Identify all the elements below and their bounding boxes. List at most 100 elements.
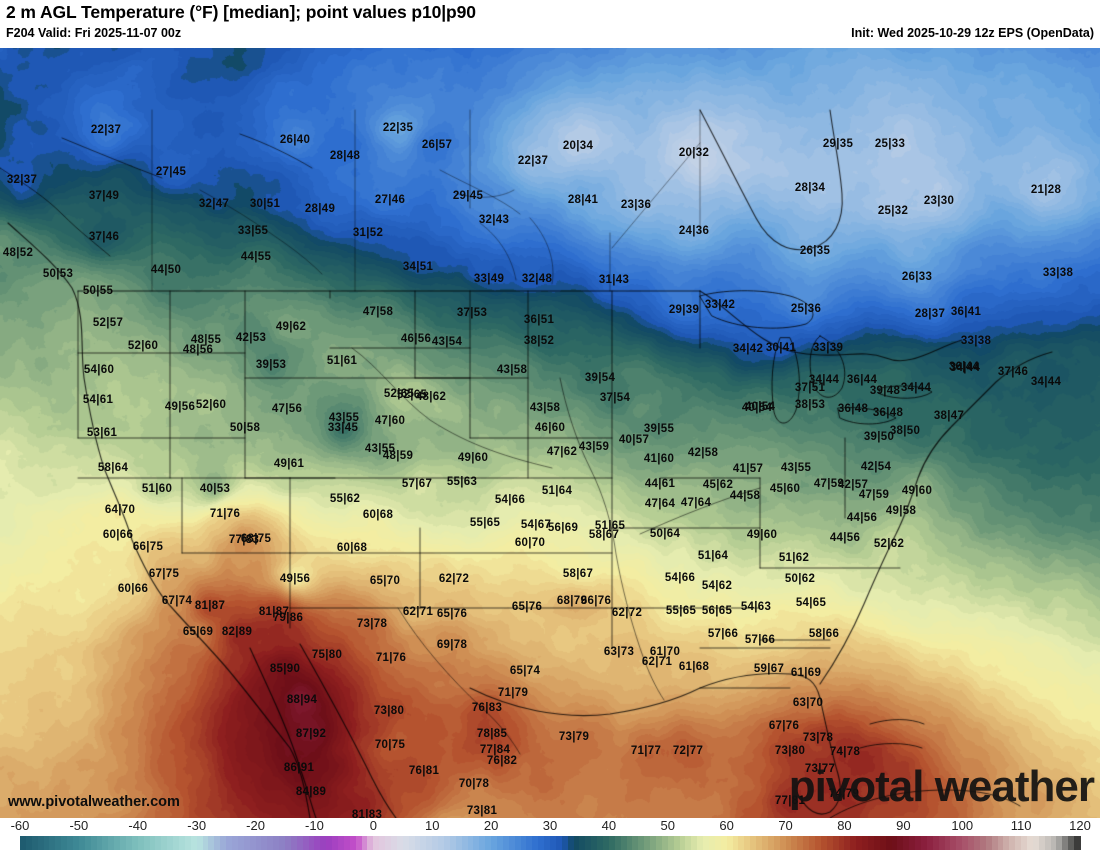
point-value-label: 82|89 xyxy=(221,626,253,638)
colorbar-segment xyxy=(726,836,734,850)
point-value-label: 39|54 xyxy=(584,372,616,384)
colorbar-segment xyxy=(1074,836,1081,850)
point-value-label: 40|54 xyxy=(741,402,773,414)
point-value-label: 29|45 xyxy=(452,190,484,202)
point-value-label: 28|41 xyxy=(567,194,599,206)
point-value-label: 36|41 xyxy=(950,306,982,318)
colorbar-segment xyxy=(343,836,351,850)
point-value-label: 42|58 xyxy=(687,447,719,459)
colorbar-tick: 30 xyxy=(542,818,558,833)
point-value-label: 77|84 xyxy=(479,744,511,756)
point-value-label: 44|58 xyxy=(729,490,761,502)
colorbar-segment xyxy=(838,836,846,850)
colorbar-segment xyxy=(1009,836,1017,850)
colorbar-segment xyxy=(25,836,33,850)
point-value-label: 49|60 xyxy=(457,452,489,464)
colorbar-segment xyxy=(355,836,363,850)
point-value-label: 26|35 xyxy=(799,245,831,257)
point-value-label: 32|43 xyxy=(478,214,510,226)
colorbar-segment xyxy=(956,836,964,850)
colorbar-segment xyxy=(461,836,469,850)
point-value-label: 43|55 xyxy=(780,462,812,474)
colorbar-segment xyxy=(673,836,681,850)
colorbar-segment xyxy=(467,836,475,850)
point-value-label: 49|62 xyxy=(275,321,307,333)
point-value-label: 20|32 xyxy=(678,147,710,159)
point-value-label: 51|64 xyxy=(697,550,729,562)
colorbar-segment xyxy=(632,836,640,850)
point-value-label: 61|68 xyxy=(678,661,710,673)
colorbar-segment xyxy=(90,836,98,850)
colorbar-segment xyxy=(20,836,27,850)
point-value-label: 81|87 xyxy=(194,600,226,612)
point-value-label: 25|36 xyxy=(790,303,822,315)
point-value-label: 43|55 xyxy=(364,443,396,455)
point-value-label: 60|66 xyxy=(102,529,134,541)
point-value-label: 43|59 xyxy=(578,441,610,453)
point-value-label: 54|65 xyxy=(795,597,827,609)
point-value-label: 47|58 xyxy=(362,306,394,318)
colorbar-segment xyxy=(555,836,563,850)
point-value-label: 60|68 xyxy=(336,542,368,554)
temperature-map[interactable]: 32|37 22|37 37|49 27|45 37|46 32|47 30|51 28|49… xyxy=(0,48,1100,818)
point-value-label: 55|62 xyxy=(329,493,361,505)
point-value-label: 52|57 xyxy=(92,317,124,329)
point-value-label: 76|81 xyxy=(408,765,440,777)
colorbar-segment xyxy=(791,836,799,850)
point-value-label: 54|66 xyxy=(494,494,526,506)
colorbar-segment xyxy=(320,836,328,850)
site-url-label: www.pivotalweather.com xyxy=(8,794,180,810)
colorbar-segment xyxy=(391,836,398,850)
colorbar-segment xyxy=(862,836,869,850)
colorbar-segment xyxy=(926,836,934,850)
point-value-label: 40|54 xyxy=(744,401,776,413)
colorbar-segment xyxy=(1038,836,1046,850)
point-value-label: 27|45 xyxy=(155,166,187,178)
point-value-label: 47|59 xyxy=(858,489,890,501)
colorbar-segment xyxy=(285,836,292,850)
colorbar-segment xyxy=(49,836,57,850)
colorbar-segment xyxy=(37,836,45,850)
point-value-label: 54|63 xyxy=(740,601,772,613)
point-value-label: 63|70 xyxy=(792,697,824,709)
point-value-label: 39|50 xyxy=(863,431,895,443)
colorbar-segment xyxy=(921,836,928,850)
point-value-label: 28|49 xyxy=(304,203,336,215)
colorbar-segment xyxy=(367,836,375,850)
point-value-label: 49|61 xyxy=(273,458,305,470)
point-value-label: 32|48 xyxy=(521,273,553,285)
point-value-label: 53|61 xyxy=(86,427,118,439)
point-value-label: 87|92 xyxy=(295,728,327,740)
map-header: 2 m AGL Temperature (°F) [median]; point… xyxy=(0,0,1100,48)
point-value-label: 49|58 xyxy=(885,505,917,517)
colorbar-segment xyxy=(167,836,174,850)
colorbar-segment xyxy=(750,836,757,850)
colorbar-segment xyxy=(1027,836,1034,850)
colorbar-segment xyxy=(308,836,316,850)
colorbar-segment xyxy=(514,836,522,850)
point-value-label: 44|61 xyxy=(644,478,676,490)
colorbar-segment xyxy=(332,836,339,850)
colorbar-segment xyxy=(173,836,180,850)
point-value-label: 22|35 xyxy=(382,122,414,134)
point-value-label: 60|68 xyxy=(362,509,394,521)
colorbar-segment xyxy=(873,836,881,850)
colorbar-segment xyxy=(620,836,628,850)
point-value-label: 26|57 xyxy=(421,139,453,151)
colorbar-segment xyxy=(314,836,322,850)
point-value-label: 49|56 xyxy=(164,401,196,413)
point-value-label: 37|53 xyxy=(456,307,488,319)
point-value-label: 51|64 xyxy=(541,485,573,497)
colorbar-segment xyxy=(220,836,227,850)
point-value-label: 36|51 xyxy=(523,314,555,326)
point-value-label: 65|69 xyxy=(182,626,214,638)
point-value-label: 34|51 xyxy=(402,261,434,273)
point-value-label: 78|85 xyxy=(476,728,508,740)
colorbar-tick: 80 xyxy=(837,818,852,833)
point-value-label: 44|56 xyxy=(829,532,861,544)
colorbar-segment xyxy=(1044,836,1052,850)
colorbar-segment xyxy=(349,836,357,850)
point-value-label: 68|79 xyxy=(556,595,588,607)
colorbar[interactable]: -60 -50 -40 -30 -20 -10 0 10 20 30 40 50 60 70 80 90 100… xyxy=(0,818,1100,850)
colorbar-tick: 40 xyxy=(601,818,617,833)
